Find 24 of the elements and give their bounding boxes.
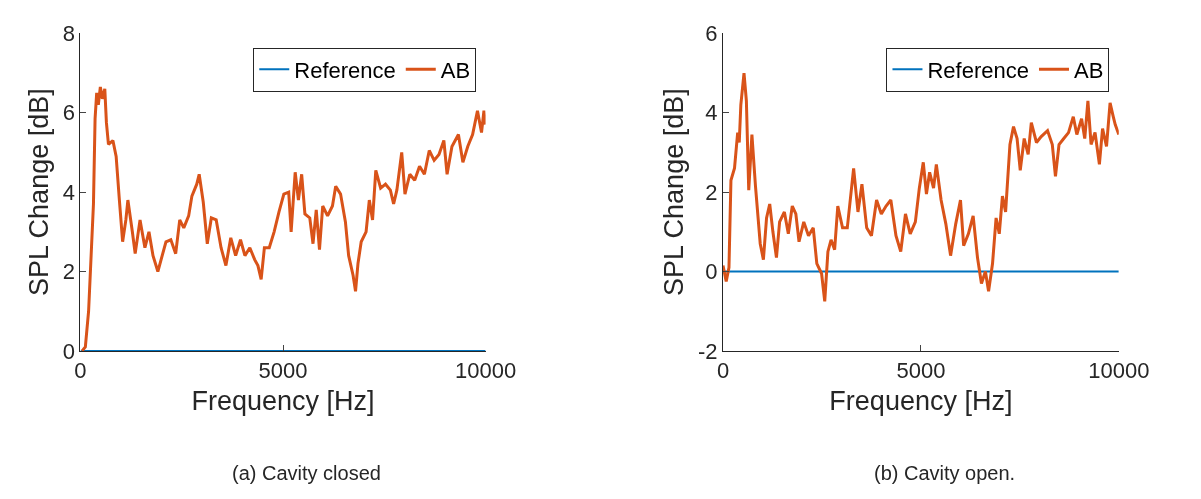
y-axis-title: SPL Change [dB] [659, 88, 690, 296]
legend-label: Reference [294, 57, 396, 83]
text: (b) Cavity open. [874, 462, 1016, 484]
x-tick-label: 5000 [258, 358, 308, 384]
y-tick-label: 4 [62, 179, 76, 205]
y-tick-label: 2 [705, 179, 718, 205]
y-tick-label: 6 [62, 100, 76, 126]
y-tick-label: 8 [62, 21, 76, 47]
y-tick-label: 4 [705, 100, 718, 126]
y-tick-label: 0 [62, 338, 76, 364]
legend-label: Reference [927, 57, 1029, 83]
legend-label: AB [1073, 57, 1104, 83]
x-tick-label: 5000 [896, 358, 946, 384]
x-axis-title: Frequency [Hz] [191, 385, 375, 416]
legend-label: AB [440, 57, 471, 83]
y-tick-label: 0 [705, 259, 718, 285]
y-tick-label: -2 [698, 338, 718, 364]
text: (a) Cavity closed [232, 462, 381, 484]
x-tick-label: 10000 [1088, 358, 1150, 384]
y-tick-label: 6 [705, 21, 718, 47]
x-tick-label: 10000 [454, 358, 517, 384]
x-axis-title: Frequency [Hz] [829, 385, 1013, 416]
y-tick-label: 2 [62, 259, 76, 285]
y-axis-title: SPL Change [dB] [23, 88, 54, 296]
